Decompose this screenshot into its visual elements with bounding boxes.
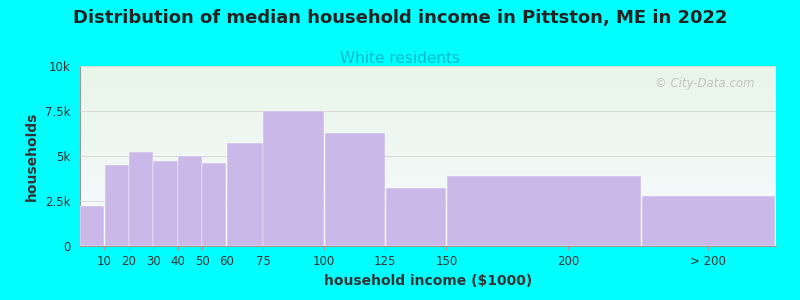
Bar [226, 143, 263, 246]
Bar [325, 133, 385, 246]
Bar [178, 156, 202, 246]
Y-axis label: households: households [26, 111, 39, 201]
Text: © City-Data.com: © City-Data.com [655, 77, 755, 90]
X-axis label: household income ($1000): household income ($1000) [324, 274, 532, 288]
Bar [129, 152, 153, 246]
Text: White residents: White residents [340, 51, 460, 66]
Bar [105, 165, 129, 246]
Bar [642, 196, 775, 246]
Bar [80, 206, 104, 246]
Bar [263, 111, 324, 246]
Bar [202, 163, 226, 246]
Bar [447, 176, 641, 246]
Bar [386, 188, 446, 246]
Text: Distribution of median household income in Pittston, ME in 2022: Distribution of median household income … [73, 9, 727, 27]
Bar [154, 161, 178, 246]
